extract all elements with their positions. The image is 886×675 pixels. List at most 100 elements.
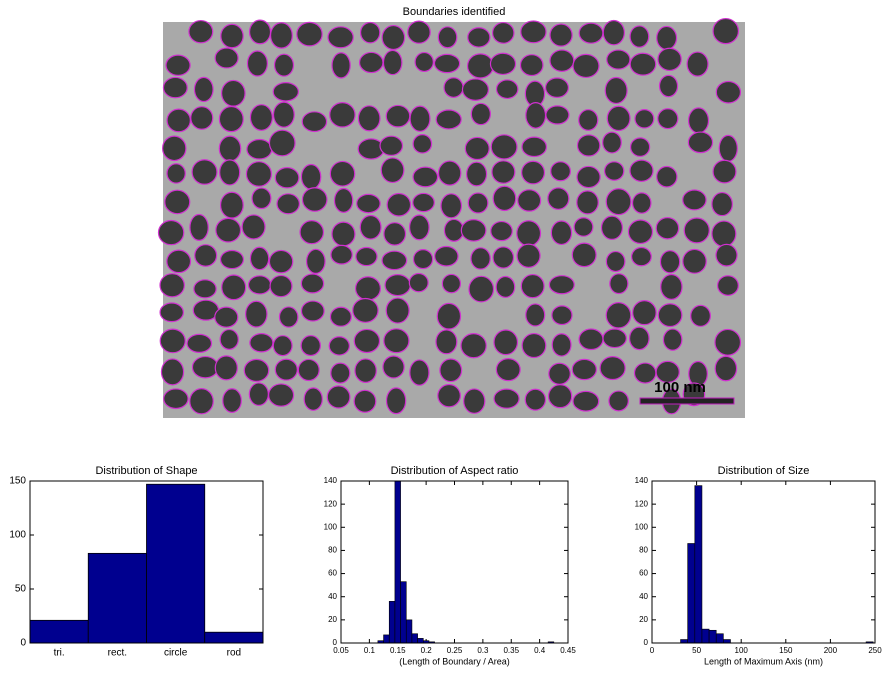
particle xyxy=(602,216,623,239)
particle xyxy=(688,132,712,153)
particle xyxy=(330,307,351,326)
particle xyxy=(684,218,709,243)
particle xyxy=(607,106,630,130)
x-tick-label: rod xyxy=(227,648,241,659)
particle xyxy=(163,77,187,97)
particle xyxy=(606,252,624,272)
y-tick-label: 100 xyxy=(324,522,338,531)
particle xyxy=(634,363,655,383)
y-tick-label: 120 xyxy=(324,499,338,508)
particle xyxy=(691,305,711,326)
particle xyxy=(413,193,435,211)
micrograph xyxy=(158,19,745,418)
particle xyxy=(549,363,570,384)
particle xyxy=(304,388,322,410)
x-tick-label: 0.1 xyxy=(364,646,376,655)
particle xyxy=(517,244,540,267)
particle xyxy=(301,274,323,293)
particle xyxy=(577,135,599,156)
particle xyxy=(410,215,429,240)
x-axis-label: (Length of Boundary / Area) xyxy=(399,656,510,666)
particle xyxy=(552,334,571,356)
particle xyxy=(248,276,270,294)
particle xyxy=(328,27,353,48)
particle xyxy=(521,275,544,298)
particle xyxy=(222,80,245,106)
particle xyxy=(574,218,593,236)
particle xyxy=(467,162,487,186)
particle xyxy=(252,188,271,208)
particle xyxy=(657,167,677,187)
particle xyxy=(356,247,377,265)
particle xyxy=(550,50,574,71)
particle xyxy=(496,359,520,381)
particle xyxy=(334,189,352,213)
particle xyxy=(332,53,350,78)
particle xyxy=(493,23,514,44)
particle xyxy=(610,274,628,294)
particle xyxy=(689,108,709,133)
y-tick-label: 80 xyxy=(639,546,648,555)
particle xyxy=(297,22,322,46)
particle xyxy=(220,330,238,350)
particle xyxy=(160,274,184,297)
particle xyxy=(436,330,457,354)
y-tick-label: 20 xyxy=(639,615,648,624)
x-tick-label: 0.45 xyxy=(560,646,576,655)
particle xyxy=(603,20,624,44)
particle xyxy=(712,193,732,216)
particle xyxy=(439,161,461,185)
particle xyxy=(605,77,627,103)
y-tick-label: 150 xyxy=(9,476,26,487)
particle xyxy=(658,109,678,129)
particle xyxy=(167,250,191,273)
particle xyxy=(549,385,572,408)
particle xyxy=(273,83,298,101)
particle xyxy=(630,327,649,350)
particle xyxy=(385,275,410,296)
y-tick-label: 140 xyxy=(635,476,649,485)
particle xyxy=(438,27,456,48)
particle xyxy=(189,21,213,43)
particle xyxy=(603,329,626,348)
y-tick-label: 60 xyxy=(328,569,337,578)
particle xyxy=(521,55,543,76)
particle xyxy=(552,306,572,325)
particle xyxy=(603,132,622,153)
x-tick-label: 0.3 xyxy=(477,646,489,655)
particle xyxy=(242,215,265,239)
particle xyxy=(360,52,383,72)
particle xyxy=(522,137,546,156)
particle xyxy=(628,220,652,243)
particle xyxy=(190,389,213,414)
particle xyxy=(716,244,737,266)
particle xyxy=(250,334,273,352)
particle xyxy=(687,52,708,76)
particle xyxy=(301,301,324,321)
particle xyxy=(329,337,349,355)
y-tick-label: 100 xyxy=(9,530,26,541)
x-axis-label: Length of Maximum Axis (nm) xyxy=(704,656,823,666)
x-tick-label: rect. xyxy=(108,648,127,659)
particle xyxy=(712,221,736,246)
particle xyxy=(490,53,515,74)
particle xyxy=(386,298,409,323)
particle xyxy=(410,106,430,131)
particle xyxy=(271,23,293,48)
chart-title: Distribution of Shape xyxy=(95,465,197,477)
particle xyxy=(635,110,654,128)
y-tick-label: 50 xyxy=(15,584,27,595)
particle xyxy=(383,50,401,74)
particle xyxy=(331,363,350,383)
particle xyxy=(577,191,598,214)
x-tick-label: 200 xyxy=(824,646,838,655)
particle xyxy=(215,307,238,327)
particle xyxy=(165,190,190,213)
particle xyxy=(301,165,320,190)
bar xyxy=(418,638,424,643)
particle xyxy=(660,251,679,273)
particle xyxy=(465,137,489,159)
bar xyxy=(716,634,723,643)
particle xyxy=(471,248,490,269)
particle xyxy=(462,79,488,100)
